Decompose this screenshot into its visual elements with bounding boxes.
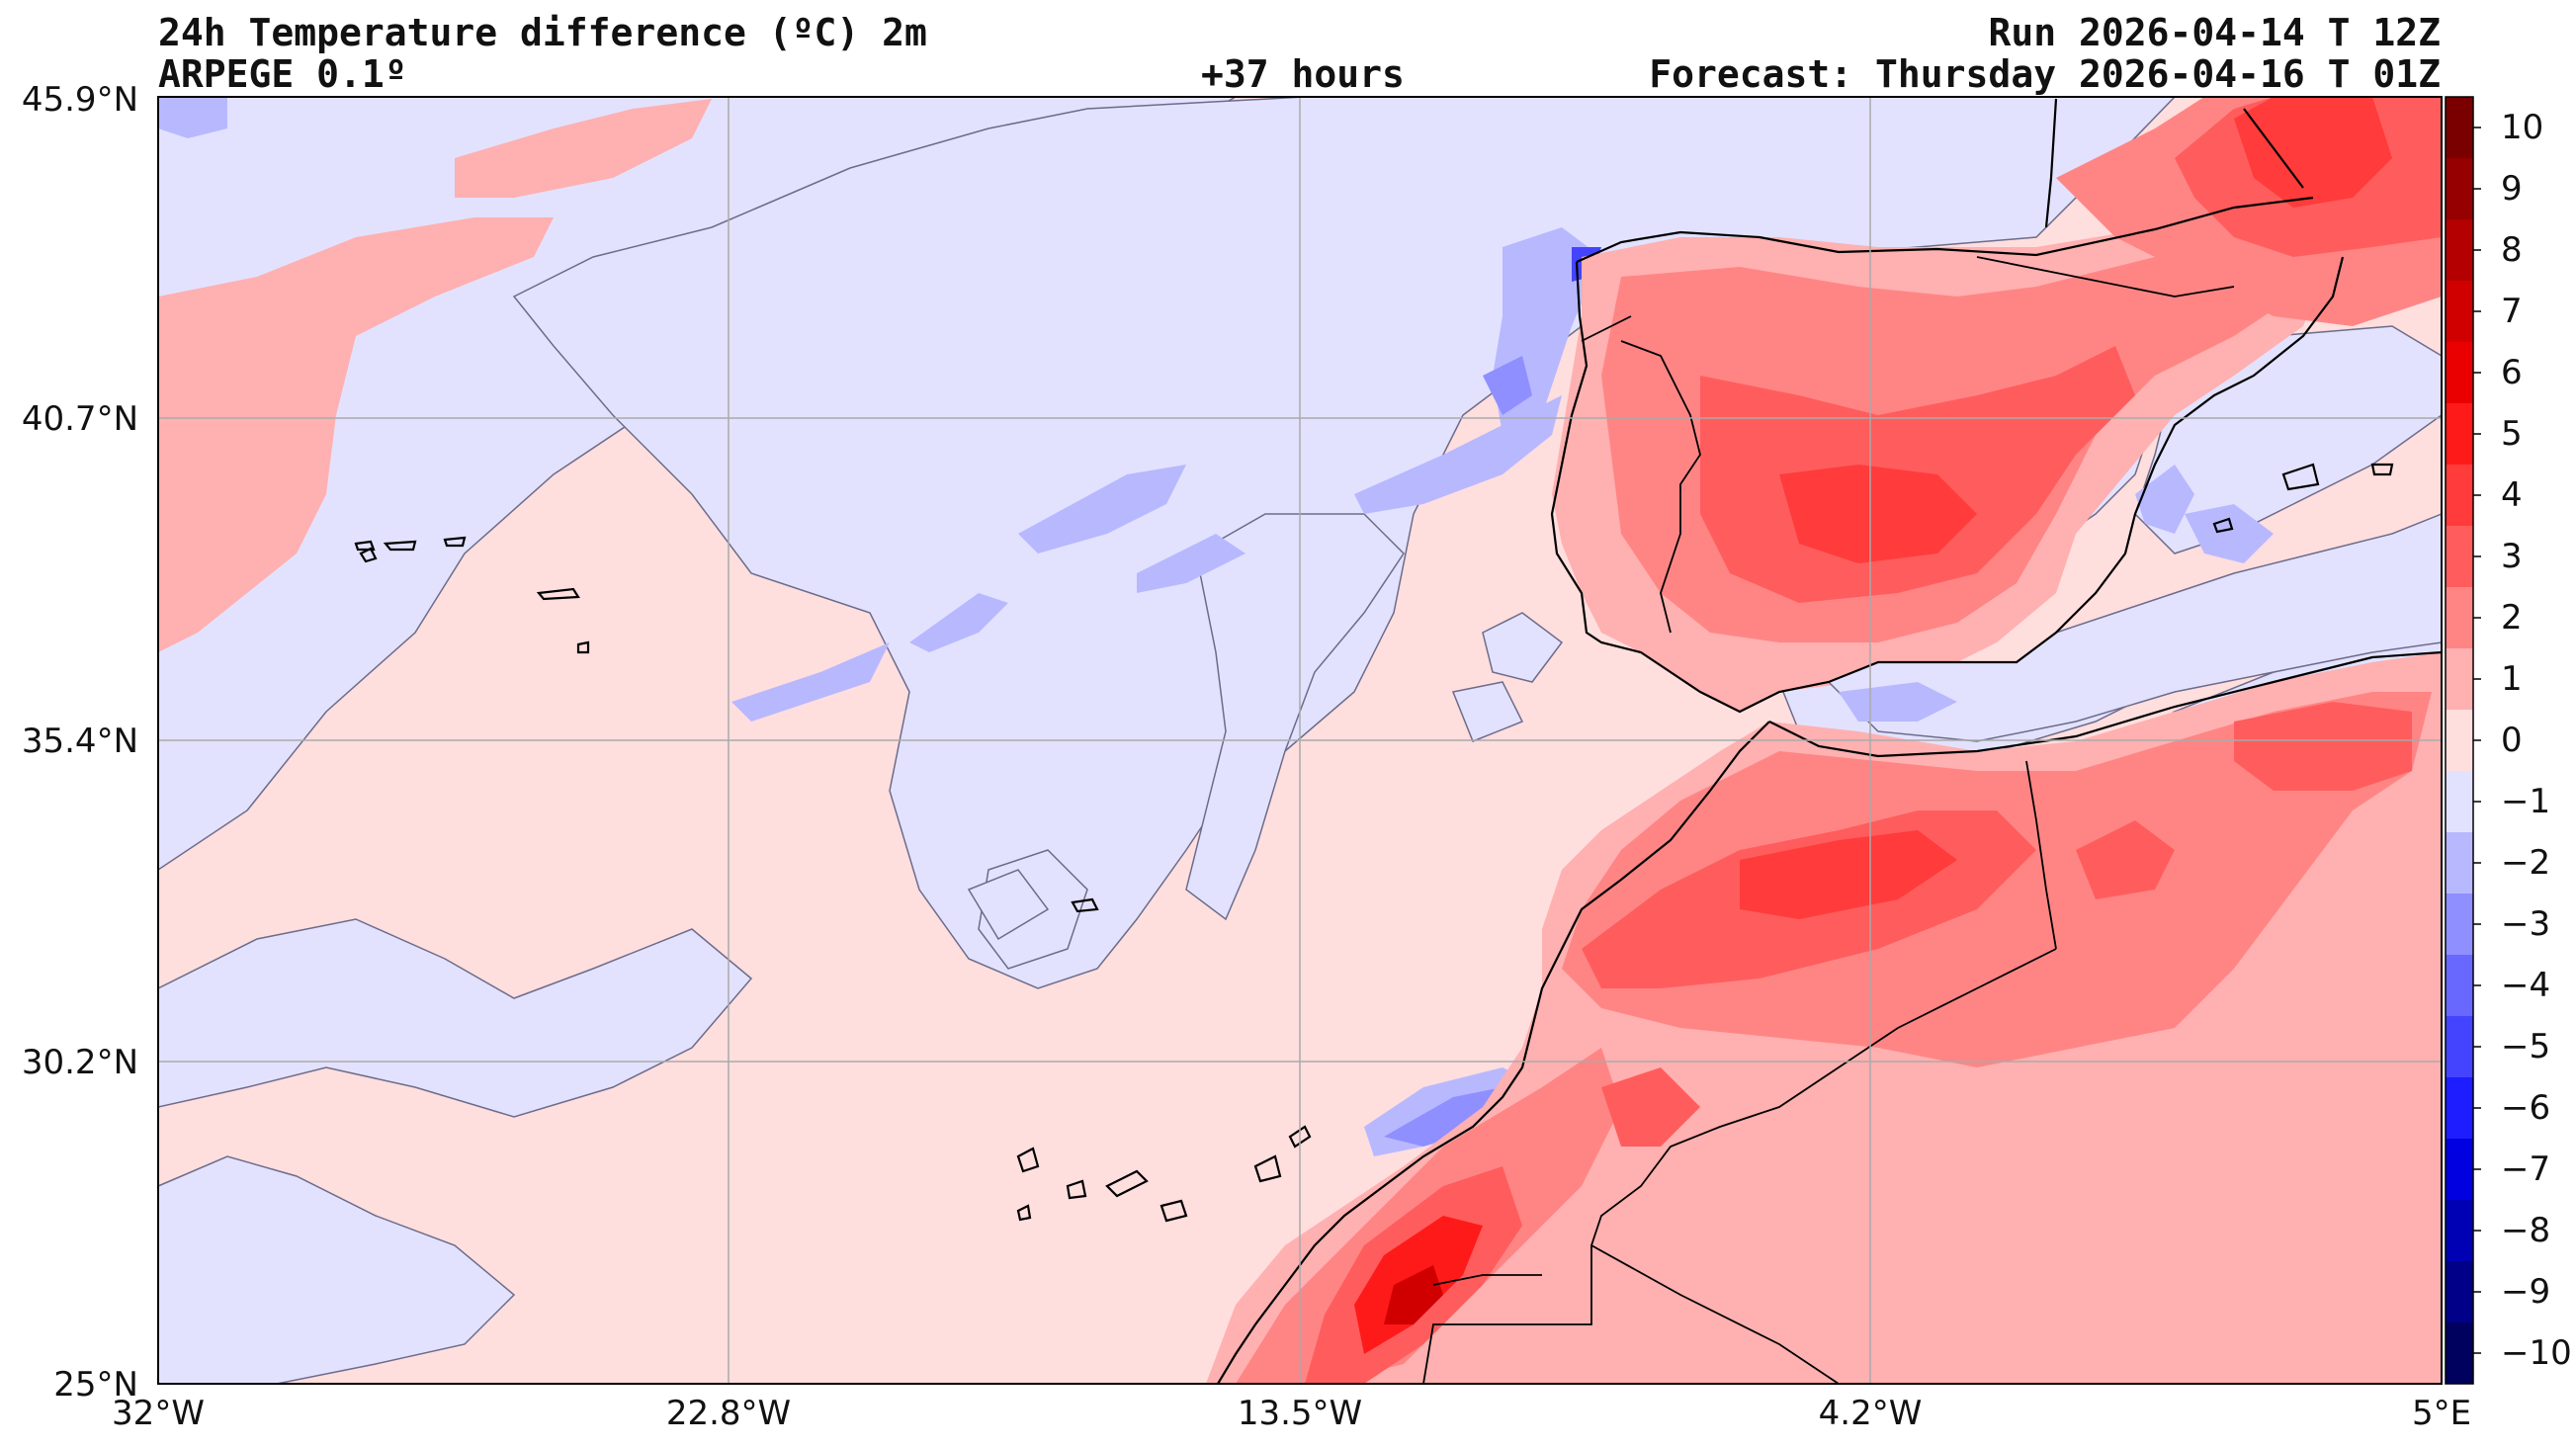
forecast-time: Forecast: Thursday 2026-04-16 T 01Z [1649, 52, 2441, 96]
lat-label: 30.2°N [21, 1043, 138, 1082]
colorbar-swatch [2446, 771, 2473, 833]
colorbar-swatch [2446, 648, 2473, 711]
colorbar-swatch [2446, 1322, 2473, 1385]
colorbar-swatch [2446, 97, 2473, 159]
islands [354, 463, 2394, 1223]
lat-label: 35.4°N [21, 722, 138, 761]
colorbar-swatch [2446, 1200, 2473, 1262]
warm-ocean-areas [158, 99, 712, 652]
colorbar-swatch [2446, 281, 2473, 343]
iberia-warm-field [1552, 198, 2333, 712]
colorbar-swatch [2446, 710, 2473, 772]
colorbar-label: 6 [2501, 353, 2523, 392]
model-name: ARPEGE 0.1º [158, 52, 407, 96]
colorbar-label: −10 [2501, 1333, 2572, 1373]
map-frame [157, 96, 2443, 1385]
country-borders [1422, 256, 2235, 1384]
colorbar-label: −8 [2501, 1211, 2551, 1250]
colorbar-label: −9 [2501, 1272, 2551, 1312]
colorbar-label: 8 [2501, 230, 2523, 270]
north-africa-warm-field [1206, 652, 2442, 1384]
colorbar-swatch [2446, 342, 2473, 404]
colorbar-label: 9 [2501, 169, 2523, 209]
colorbar-swatch [2446, 1261, 2473, 1323]
colorbar-swatch [2446, 587, 2473, 649]
colorbar-swatch [2446, 1139, 2473, 1201]
colorbar-label: 1 [2501, 659, 2523, 699]
colorbar-swatch [2446, 158, 2473, 220]
lon-label: 22.8°W [665, 1394, 792, 1433]
colorbar-label: −1 [2501, 782, 2551, 821]
lon-label: 32°W [112, 1394, 205, 1433]
colorbar-swatch [2446, 894, 2473, 956]
lat-label: 40.7°N [21, 399, 138, 439]
colorbar-label: −2 [2501, 843, 2551, 883]
map-title: 24h Temperature difference (ºC) 2m [158, 11, 927, 54]
colorbar-label: 5 [2501, 414, 2523, 454]
colorbar-label: 4 [2501, 475, 2523, 515]
lat-label: 45.9°N [21, 80, 138, 120]
colorbar-label: 7 [2501, 292, 2523, 331]
graticule [158, 97, 2442, 1384]
colorbar-label: 2 [2501, 598, 2523, 638]
colorbar-swatch [2446, 1016, 2473, 1078]
lon-label: 4.2°W [1818, 1394, 1923, 1433]
lon-label: 13.5°W [1237, 1394, 1363, 1433]
lon-label: 5°E [2411, 1394, 2472, 1433]
colorbar-label: −5 [2501, 1027, 2551, 1066]
colorbar-label: −6 [2501, 1088, 2551, 1128]
run-time: Run 2026-04-14 T 12Z [1988, 11, 2441, 54]
colorbar-swatch [2446, 955, 2473, 1017]
colorbar-label: 10 [2501, 108, 2544, 147]
colorbar-swatch [2446, 832, 2473, 894]
colorbar-label: −7 [2501, 1150, 2551, 1189]
colorbar-label: −4 [2501, 966, 2551, 1005]
strong-cool-streaks [1384, 247, 1601, 1147]
colorbar-swatch [2446, 526, 2473, 588]
colorbar-label: 0 [2501, 721, 2523, 760]
colorbar-label: −3 [2501, 904, 2551, 944]
lead-time: +37 hours [1201, 52, 1405, 96]
colorbar-swatch [2446, 465, 2473, 527]
lat-label: 25°N [53, 1365, 138, 1405]
mediterranean-sea [1827, 465, 2442, 742]
colorbar [2445, 96, 2481, 1385]
colorbar-swatch [2446, 1077, 2473, 1140]
coastlines [1217, 98, 2442, 1384]
colorbar-label: 3 [2501, 537, 2523, 576]
colorbar-swatch [2446, 219, 2473, 282]
france-warm-field [2056, 97, 2442, 326]
colorbar-swatch [2446, 403, 2473, 466]
